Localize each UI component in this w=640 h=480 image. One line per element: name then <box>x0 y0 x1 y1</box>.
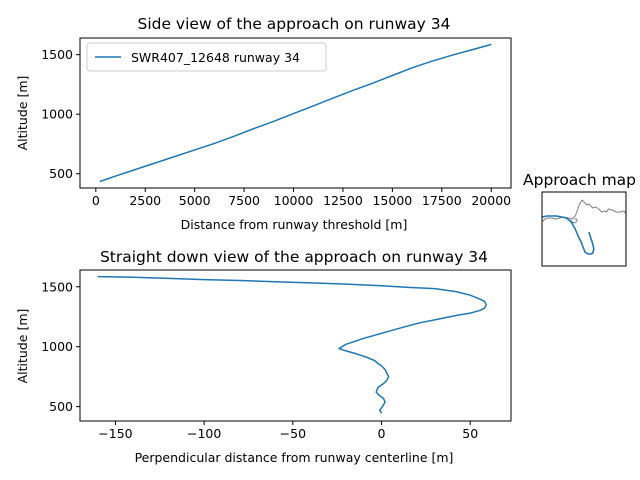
y-tick-label: 1500 <box>41 279 73 294</box>
approach-map-lines <box>541 199 627 255</box>
top-plot-frame <box>79 269 512 422</box>
legend-label: SWR407_12648 runway 34 <box>131 50 300 65</box>
top-x-axis-label: Perpendicular distance from runway cente… <box>135 450 454 465</box>
y-tick-label: 1000 <box>41 339 73 354</box>
side-legend: SWR407_12648 runway 34 <box>86 42 327 72</box>
x-tick-label: 0 <box>378 426 386 441</box>
x-tick-label: 2500 <box>129 193 161 208</box>
x-tick-label: 20000 <box>471 193 511 208</box>
x-tick-label: 5000 <box>179 193 211 208</box>
top-view-title: Straight down view of the approach on ru… <box>100 248 488 266</box>
side-y-ticks: 500 1000 1500 <box>41 47 80 181</box>
approach-track-line <box>541 215 595 255</box>
x-tick-label: 10000 <box>274 193 314 208</box>
approach-map-title: Approach map <box>523 171 636 189</box>
coastline-line <box>569 218 578 224</box>
x-tick-label: 0 <box>92 193 100 208</box>
y-tick-label: 500 <box>49 399 73 414</box>
side-view-panel: Side view of the approach on runway 34 0… <box>15 15 512 232</box>
x-tick-label: 15000 <box>372 193 412 208</box>
y-tick-label: 1500 <box>41 47 73 62</box>
approach-map-frame <box>541 191 627 267</box>
x-tick-label: 12500 <box>323 193 363 208</box>
approach-map-panel: Approach map <box>523 171 636 267</box>
y-tick-label: 1000 <box>41 107 73 122</box>
x-tick-label: −150 <box>98 426 132 441</box>
top-y-axis-label: Altitude [m] <box>15 309 30 384</box>
x-tick-label: −100 <box>187 426 221 441</box>
coastline-line <box>541 199 627 223</box>
x-tick-label: 50 <box>462 426 478 441</box>
side-series-line <box>99 43 492 183</box>
legend-box <box>86 42 327 72</box>
x-tick-label: −50 <box>280 426 306 441</box>
top-x-ticks: −150 −100 −50 0 50 <box>98 421 478 441</box>
top-view-panel: Straight down view of the approach on ru… <box>15 248 512 465</box>
top-y-ticks: 500 1000 1500 <box>41 279 80 414</box>
top-series-line <box>97 275 487 414</box>
x-tick-label: 17500 <box>422 193 462 208</box>
side-plot-frame <box>79 37 512 189</box>
side-x-axis-label: Distance from runway threshold [m] <box>181 217 408 232</box>
side-view-title: Side view of the approach on runway 34 <box>137 15 450 33</box>
y-tick-label: 500 <box>49 166 73 181</box>
side-x-ticks: 0 2500 5000 7500 10000 12500 15000 17500 20000 <box>92 188 511 208</box>
side-y-axis-label: Altitude [m] <box>15 76 30 151</box>
x-tick-label: 7500 <box>228 193 260 208</box>
